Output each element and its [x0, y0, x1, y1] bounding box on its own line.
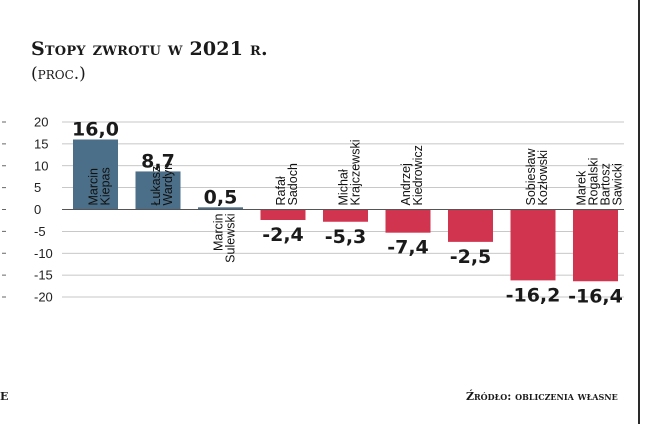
- bar: [135, 171, 181, 210]
- bar: [323, 209, 368, 222]
- bar-name-line: Rogalski: [587, 158, 601, 206]
- bar-name-line: Marek: [575, 170, 589, 205]
- bar-name-line: Sawicki: [611, 163, 625, 205]
- bar-name-line: Rafał: [274, 176, 288, 205]
- chart-subtitle: (proc.): [31, 64, 86, 84]
- bar-name-line: Kozłowski: [536, 150, 550, 206]
- cropped-text-fragment: E: [0, 390, 9, 403]
- data-label: -16,2: [506, 284, 561, 306]
- y-tick-label: 20: [34, 115, 48, 130]
- y-axis-ticks: 20 15 10 5 0 -5 -10 -15 -20: [2, 115, 53, 305]
- data-label: -16,4: [568, 285, 623, 307]
- bars: [73, 139, 618, 282]
- y-tick-label: -20: [34, 290, 53, 305]
- data-label: 8,7: [141, 150, 175, 172]
- y-tick-label: 0: [34, 202, 41, 217]
- bar: [448, 209, 493, 242]
- bar: [510, 209, 556, 281]
- data-label: -2,4: [262, 224, 304, 246]
- bar-name-line: Michał: [337, 169, 351, 205]
- data-label: -7,4: [387, 237, 429, 259]
- data-label: -5,3: [325, 226, 367, 248]
- bar-name-line: Krajczewski: [349, 140, 363, 206]
- source-note: Źródło: obliczenia własne: [466, 390, 618, 403]
- value-labels: 16,0 8,7 0,5 -2,4 -5,3 -7,4 -2,5 -16,2 -16,4: [72, 119, 623, 308]
- data-label: 16,0: [72, 119, 119, 141]
- bar-name-line: Andrzej: [399, 163, 413, 205]
- data-label: 0,5: [204, 186, 238, 208]
- data-label: -2,5: [450, 246, 492, 268]
- bar-name-line: Sadoch: [286, 163, 300, 205]
- bar-name-line: Sobiesław: [524, 148, 538, 206]
- y-tick-label: -15: [34, 268, 53, 283]
- bar: [260, 209, 306, 220]
- y-tick-label: -5: [34, 224, 46, 239]
- bar: [73, 139, 118, 210]
- bar: [385, 209, 431, 233]
- y-tick-label: 10: [34, 158, 48, 173]
- bar-name-line: Marcin: [212, 213, 226, 251]
- bar-name-line: Bartosz: [599, 163, 613, 205]
- bar-name-line: Kiedrowicz: [411, 145, 425, 205]
- bar-name-line: Łukasz: [149, 166, 163, 206]
- bar-name-line: Sulewski: [224, 214, 238, 263]
- y-tick-label: 5: [34, 180, 41, 195]
- bar-name-line: Marcin: [87, 168, 101, 206]
- bar: [573, 209, 618, 282]
- bar-name-line: Kiepas: [99, 167, 113, 205]
- y-tick-label: 15: [34, 136, 48, 151]
- bar-name-line: Wardyn: [161, 163, 175, 206]
- bar: [198, 207, 243, 210]
- chart-title: Stopy zwrotu w 2021 r.: [31, 38, 268, 60]
- y-tick-label: -10: [34, 246, 53, 261]
- right-border-rule: [638, 0, 640, 424]
